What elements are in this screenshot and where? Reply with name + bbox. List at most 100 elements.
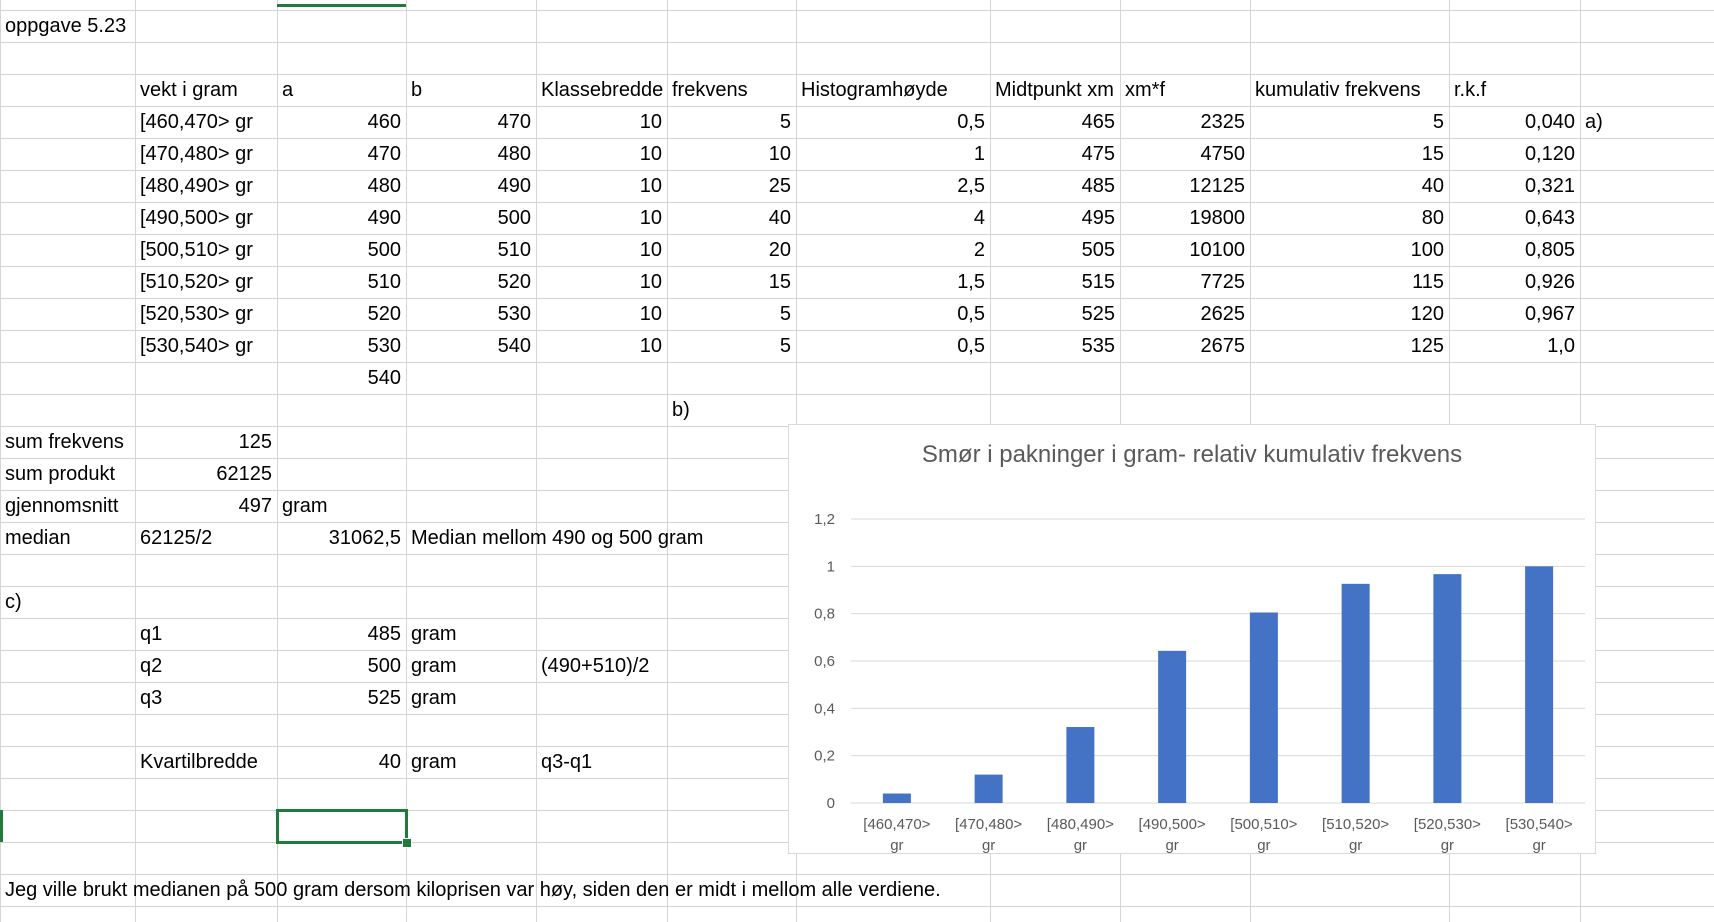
cell-H7[interactable]: 495 bbox=[1081, 207, 1115, 229]
cell-D21[interactable]: gram bbox=[411, 655, 457, 677]
active-cell-selection[interactable] bbox=[276, 809, 408, 844]
cell-J5[interactable]: 15 bbox=[1421, 143, 1444, 165]
cell-B9[interactable]: [510,520> gr bbox=[140, 271, 253, 293]
cell-K3[interactable]: r.k.f bbox=[1454, 79, 1487, 101]
cell-A16[interactable]: gjennomsnitt bbox=[5, 495, 119, 517]
cell-K9[interactable]: 0,926 bbox=[1524, 271, 1575, 293]
cell-F9[interactable]: 15 bbox=[768, 271, 791, 293]
cell-B6[interactable]: [480,490> gr bbox=[140, 175, 253, 197]
cell-E7[interactable]: 10 bbox=[639, 207, 662, 229]
cell-E5[interactable]: 10 bbox=[639, 143, 662, 165]
cell-C8[interactable]: 500 bbox=[367, 239, 401, 261]
cell-D17[interactable]: Median mellom 490 og 500 gram bbox=[411, 527, 704, 549]
cell-C4[interactable]: 460 bbox=[367, 111, 401, 133]
cell-B7[interactable]: [490,500> gr bbox=[140, 207, 253, 229]
cell-I4[interactable]: 2325 bbox=[1200, 111, 1246, 133]
cell-G3[interactable]: Histogramhøyde bbox=[801, 79, 948, 101]
cell-E4[interactable]: 10 bbox=[639, 111, 662, 133]
cell-C5[interactable]: 470 bbox=[367, 143, 401, 165]
cell-E6[interactable]: 10 bbox=[639, 175, 662, 197]
cell-H11[interactable]: 535 bbox=[1081, 335, 1115, 357]
cell-D11[interactable]: 540 bbox=[497, 335, 531, 357]
cell-D22[interactable]: gram bbox=[411, 687, 457, 709]
cell-C16[interactable]: gram bbox=[282, 495, 328, 517]
cell-I8[interactable]: 10100 bbox=[1189, 239, 1245, 261]
cell-I5[interactable]: 4750 bbox=[1200, 143, 1246, 165]
cell-J10[interactable]: 120 bbox=[1410, 303, 1444, 325]
cell-C22[interactable]: 525 bbox=[367, 687, 401, 709]
cell-B11[interactable]: [530,540> gr bbox=[140, 335, 253, 357]
cell-B24[interactable]: Kvartilbredde bbox=[140, 751, 258, 773]
cell-E8[interactable]: 10 bbox=[639, 239, 662, 261]
cell-D3[interactable]: b bbox=[411, 79, 423, 101]
cell-J6[interactable]: 40 bbox=[1421, 175, 1444, 197]
cell-K7[interactable]: 0,643 bbox=[1524, 207, 1575, 229]
cell-F6[interactable]: 25 bbox=[768, 175, 791, 197]
cell-K4[interactable]: 0,040 bbox=[1524, 111, 1575, 133]
cell-B8[interactable]: [500,510> gr bbox=[140, 239, 253, 261]
cell-C24[interactable]: 40 bbox=[378, 751, 401, 773]
cell-J4[interactable]: 5 bbox=[1432, 111, 1444, 133]
cell-B5[interactable]: [470,480> gr bbox=[140, 143, 253, 165]
cell-K11[interactable]: 1,0 bbox=[1547, 335, 1575, 357]
cell-D20[interactable]: gram bbox=[411, 623, 457, 645]
cell-K6[interactable]: 0,321 bbox=[1524, 175, 1575, 197]
cell-C17[interactable]: 31062,5 bbox=[328, 527, 401, 549]
cell-F5[interactable]: 10 bbox=[768, 143, 791, 165]
cell-H9[interactable]: 515 bbox=[1081, 271, 1115, 293]
cell-B22[interactable]: q3 bbox=[140, 687, 163, 709]
cell-E3[interactable]: Klassebredde bbox=[541, 79, 664, 101]
cell-G4[interactable]: 0,5 bbox=[957, 111, 985, 133]
cell-D6[interactable]: 490 bbox=[497, 175, 531, 197]
cell-D7[interactable]: 500 bbox=[497, 207, 531, 229]
cell-J9[interactable]: 115 bbox=[1412, 271, 1444, 293]
cell-I11[interactable]: 2675 bbox=[1200, 335, 1246, 357]
cell-E21[interactable]: (490+510)/2 bbox=[541, 655, 650, 677]
cell-G11[interactable]: 0,5 bbox=[957, 335, 985, 357]
cell-A17[interactable]: median bbox=[5, 527, 71, 549]
cell-L4[interactable]: a) bbox=[1585, 111, 1603, 133]
cell-K10[interactable]: 0,967 bbox=[1524, 303, 1575, 325]
cell-C11[interactable]: 530 bbox=[367, 335, 401, 357]
cell-B16[interactable]: 497 bbox=[238, 495, 272, 517]
cell-F4[interactable]: 5 bbox=[779, 111, 791, 133]
cell-C9[interactable]: 510 bbox=[367, 271, 401, 293]
cell-E11[interactable]: 10 bbox=[639, 335, 662, 357]
cell-H5[interactable]: 475 bbox=[1081, 143, 1115, 165]
cell-K8[interactable]: 0,805 bbox=[1524, 239, 1575, 261]
cell-B17[interactable]: 62125/2 bbox=[140, 527, 213, 549]
cell-B4[interactable]: [460,470> gr bbox=[140, 111, 253, 133]
cell-C6[interactable]: 480 bbox=[367, 175, 401, 197]
cell-C21[interactable]: 500 bbox=[367, 655, 401, 677]
cell-J8[interactable]: 100 bbox=[1410, 239, 1444, 261]
cell-K5[interactable]: 0,120 bbox=[1524, 143, 1575, 165]
cell-I9[interactable]: 7725 bbox=[1200, 271, 1246, 293]
cell-E24[interactable]: q3-q1 bbox=[541, 751, 593, 773]
cell-F8[interactable]: 20 bbox=[768, 239, 791, 261]
cell-H8[interactable]: 505 bbox=[1081, 239, 1115, 261]
cell-C20[interactable]: 485 bbox=[367, 623, 401, 645]
cell-J11[interactable]: 125 bbox=[1410, 335, 1444, 357]
cell-D8[interactable]: 510 bbox=[497, 239, 531, 261]
cell-H4[interactable]: 465 bbox=[1081, 111, 1115, 133]
cell-A14[interactable]: sum frekvens bbox=[5, 431, 124, 453]
cell-D5[interactable]: 480 bbox=[497, 143, 531, 165]
cell-J3[interactable]: kumulativ frekvens bbox=[1255, 79, 1421, 101]
cell-B14[interactable]: 125 bbox=[238, 431, 272, 453]
cell-I10[interactable]: 2625 bbox=[1200, 303, 1246, 325]
cell-D10[interactable]: 530 bbox=[497, 303, 531, 325]
fill-handle[interactable] bbox=[402, 838, 412, 848]
cell-H3[interactable]: Midtpunkt xm bbox=[995, 79, 1114, 101]
cell-B15[interactable]: 62125 bbox=[216, 463, 272, 485]
cell-D4[interactable]: 470 bbox=[497, 111, 531, 133]
cell-C12[interactable]: 540 bbox=[367, 367, 401, 389]
cell-H10[interactable]: 525 bbox=[1081, 303, 1115, 325]
cell-C3[interactable]: a bbox=[282, 79, 294, 101]
cell-I6[interactable]: 12125 bbox=[1189, 175, 1245, 197]
cell-G5[interactable]: 1 bbox=[973, 143, 985, 165]
cell-D9[interactable]: 520 bbox=[497, 271, 531, 293]
cell-B10[interactable]: [520,530> gr bbox=[140, 303, 253, 325]
cell-F13[interactable]: b) bbox=[672, 399, 690, 421]
cell-G6[interactable]: 2,5 bbox=[957, 175, 985, 197]
cell-A1[interactable]: oppgave 5.23 bbox=[5, 15, 127, 37]
